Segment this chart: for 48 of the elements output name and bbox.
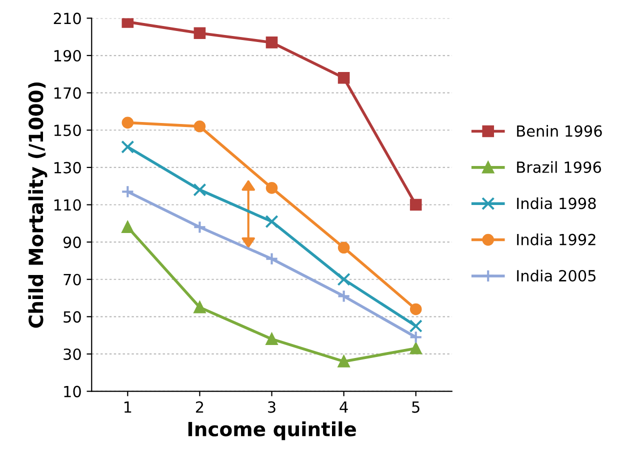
point [266, 182, 278, 194]
point [265, 214, 278, 228]
point [265, 252, 278, 266]
point [122, 221, 134, 234]
x-axis-title: Income quintile [188, 421, 356, 440]
x-tick-label: 1 [124, 401, 132, 413]
point [338, 356, 350, 368]
y-tick-label: 210 [54, 12, 81, 24]
point [410, 342, 422, 354]
point [193, 220, 206, 234]
point [122, 18, 134, 28]
y-tick-label: 170 [54, 87, 81, 99]
y-tick-label: 50 [64, 311, 81, 323]
point [410, 303, 422, 316]
y-tick-label: 70 [64, 274, 81, 286]
legend-label: India 1998 [517, 197, 596, 210]
point [122, 116, 134, 129]
point [194, 120, 206, 132]
y-tick-label: 90 [63, 236, 81, 248]
point [194, 301, 206, 314]
point [266, 36, 278, 48]
legend-label: India 1992 [517, 234, 596, 246]
point [193, 183, 206, 196]
point [194, 27, 206, 40]
y-tick-label: 130 [54, 162, 81, 174]
legend-label: Benin 1996 [517, 125, 602, 137]
x-tick-label: 2 [196, 401, 204, 413]
x-tick-label: 5 [412, 401, 420, 413]
point [266, 333, 278, 345]
legend-label: Brazil 1996 [517, 161, 602, 174]
point [338, 72, 350, 84]
y-axis-title: Child Mortality (/1000) [28, 82, 48, 328]
y-tick-label: 10 [64, 386, 81, 398]
point [409, 319, 422, 333]
y-tick-label: 30 [64, 348, 81, 360]
x-tick-label: 4 [340, 401, 348, 413]
point [338, 242, 350, 254]
point [337, 290, 350, 303]
legend-label: India 2005 [517, 270, 596, 282]
point [410, 198, 422, 211]
point [337, 272, 350, 286]
y-tick-label: 190 [54, 50, 81, 62]
point [409, 330, 422, 344]
x-tick-label: 3 [268, 401, 276, 413]
y-tick-label: 110 [54, 199, 81, 211]
y-tick-label: 150 [54, 124, 81, 136]
point [121, 140, 134, 154]
point [121, 185, 134, 198]
